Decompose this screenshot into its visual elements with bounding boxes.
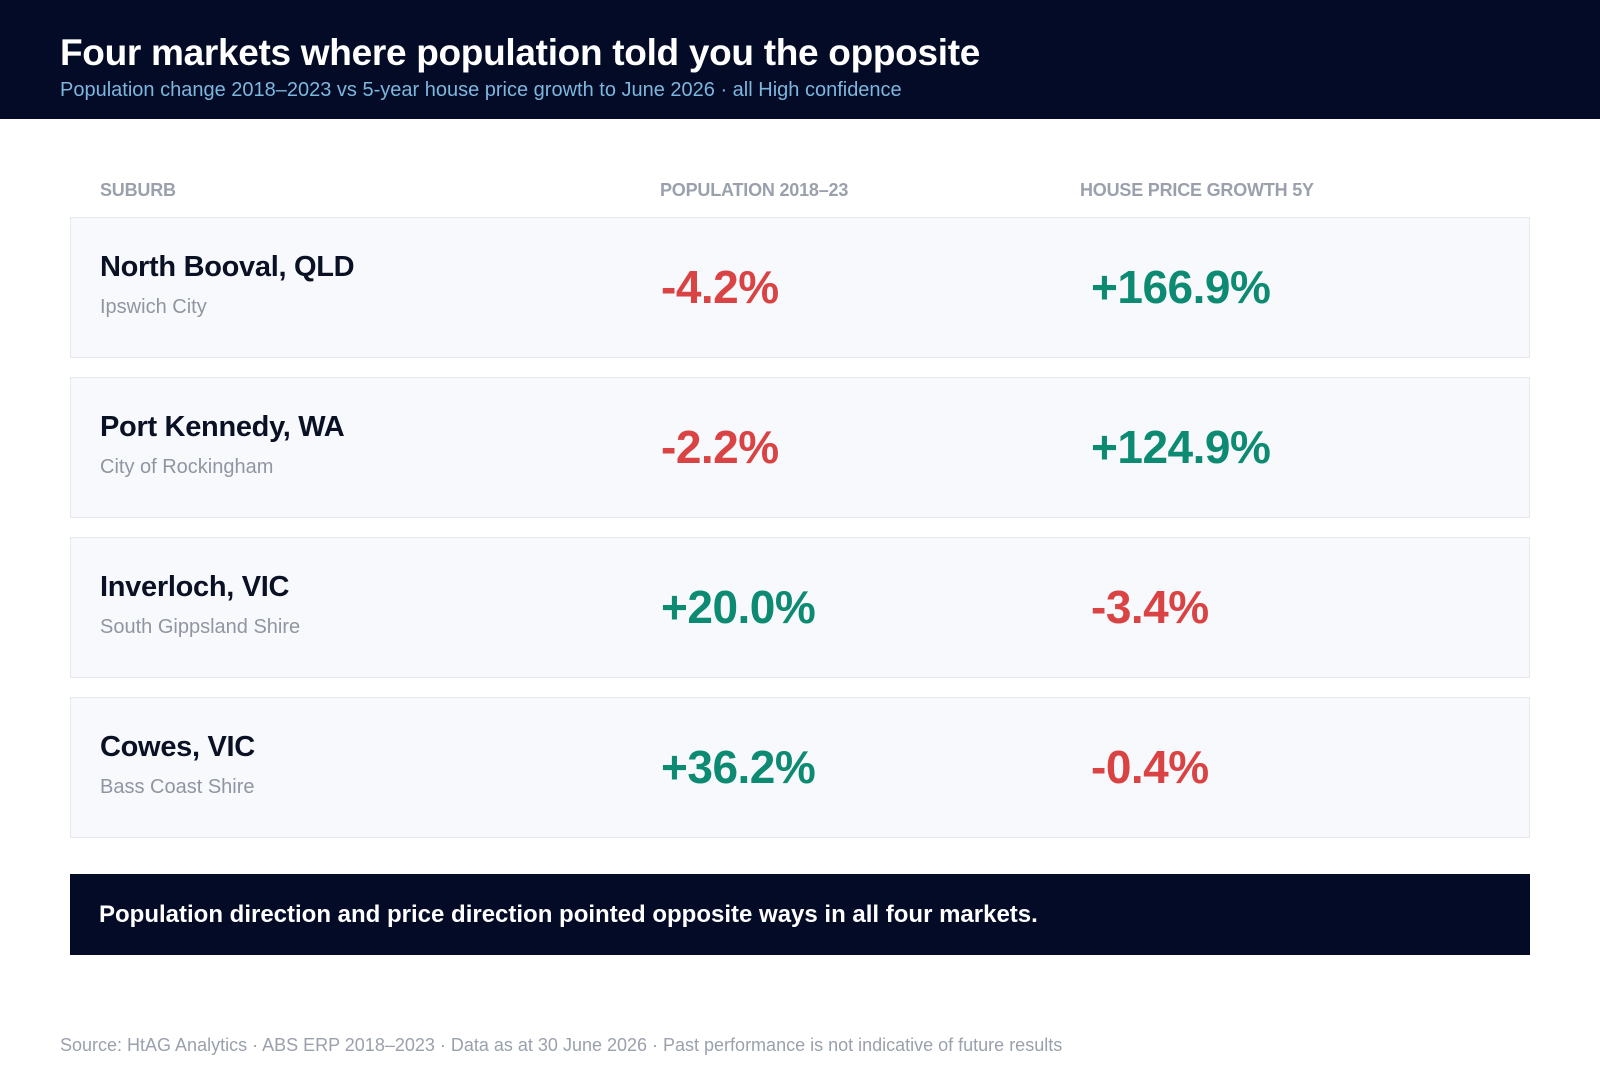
lga-name: South Gippsland Shire <box>100 616 301 638</box>
header-banner: Four markets where population told you t… <box>0 0 1600 119</box>
lga-name: Bass Coast Shire <box>100 776 255 798</box>
table-row: Cowes, VIC Bass Coast Shire +36.2% -0.4% <box>70 697 1530 838</box>
page-title: Four markets where population told you t… <box>60 32 981 73</box>
callout-banner: Population direction and price direction… <box>70 874 1530 955</box>
lga-name: Ipswich City <box>100 296 207 318</box>
callout-text: Population direction and price direction… <box>99 901 1038 928</box>
suburb-name: Port Kennedy, WA <box>100 411 345 443</box>
price-growth-value: -3.4% <box>1091 581 1209 633</box>
column-header-suburb: SUBURB <box>100 180 176 200</box>
population-change-value: +20.0% <box>661 581 816 633</box>
population-change-value: -4.2% <box>661 261 779 313</box>
table-row: North Booval, QLD Ipswich City -4.2% +16… <box>70 217 1530 358</box>
population-change-value: +36.2% <box>661 741 816 793</box>
source-footnote: Source: HtAG Analytics · ABS ERP 2018–20… <box>60 1035 1063 1055</box>
table-row: Inverloch, VIC South Gippsland Shire +20… <box>70 537 1530 678</box>
lga-name: City of Rockingham <box>100 456 274 478</box>
column-header-population: POPULATION 2018–23 <box>660 180 849 200</box>
price-growth-value: -0.4% <box>1091 741 1209 793</box>
population-change-value: -2.2% <box>661 421 779 473</box>
page-subtitle: Population change 2018–2023 vs 5-year ho… <box>60 79 902 101</box>
price-growth-value: +166.9% <box>1091 261 1271 313</box>
table-row: Port Kennedy, WA City of Rockingham -2.2… <box>70 377 1530 518</box>
suburb-name: Inverloch, VIC <box>100 571 290 603</box>
suburb-name: Cowes, VIC <box>100 731 255 763</box>
suburb-name: North Booval, QLD <box>100 251 355 283</box>
column-header-price-growth: HOUSE PRICE GROWTH 5Y <box>1080 180 1314 200</box>
price-growth-value: +124.9% <box>1091 421 1271 473</box>
